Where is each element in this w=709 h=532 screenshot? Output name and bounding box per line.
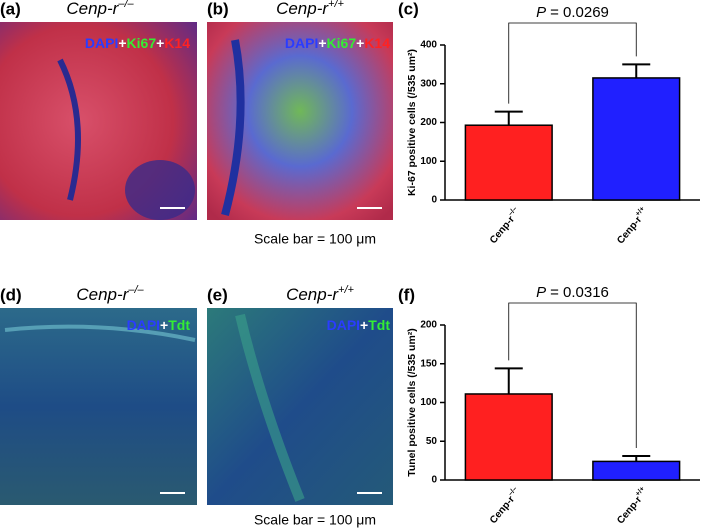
bar xyxy=(464,393,553,481)
bar xyxy=(464,124,553,201)
category-superscript: +/+ xyxy=(634,205,646,217)
y-axis-label: Tunel positive cells (/535 um²) xyxy=(406,328,418,477)
y-tick-label: 50 xyxy=(426,436,438,447)
bar xyxy=(592,460,681,481)
category-text: Cenp-r xyxy=(615,214,644,246)
title-text: Cenp-r xyxy=(76,285,129,304)
panel-label: (b) xyxy=(207,0,229,18)
stain-part: + xyxy=(160,317,168,333)
stain-part: + xyxy=(360,317,368,333)
micrograph-detail xyxy=(221,39,245,217)
micrograph xyxy=(0,308,197,505)
p-symbol: P xyxy=(536,284,546,301)
y-tick-label: 200 xyxy=(420,117,437,128)
panel-label: (c) xyxy=(398,0,419,18)
stain-label: DAPI+Tdt xyxy=(127,317,191,333)
category-text: Cenp-r xyxy=(488,494,517,526)
micrograph-detail xyxy=(235,313,305,502)
p-symbol: P xyxy=(536,4,546,21)
scale-caption: Scale bar = 100 μm xyxy=(254,512,376,528)
stain-part: Ki67 xyxy=(327,35,357,51)
stain-part: K14 xyxy=(364,35,390,51)
category-superscript: –/– xyxy=(507,205,519,217)
panel-title: Cenp-r–/– xyxy=(76,284,144,305)
x-tick-label: Cenp-r+/+ xyxy=(614,485,651,526)
stain-label: DAPI+Ki67+K14 xyxy=(285,35,390,51)
stain-part: DAPI xyxy=(127,317,160,333)
y-tick-label: 0 xyxy=(431,475,437,486)
panel-title: Cenp-r+/+ xyxy=(276,0,344,18)
significance-bracket xyxy=(508,302,637,448)
title-text: Cenp-r xyxy=(286,285,339,304)
stain-part: Tdt xyxy=(368,317,390,333)
stain-part: + xyxy=(356,35,364,51)
panel-label: (d) xyxy=(0,285,22,304)
micrograph-detail xyxy=(57,58,81,201)
category-text: Cenp-r xyxy=(615,494,644,526)
panel-title: Cenp-r–/– xyxy=(66,0,134,18)
scale-caption: Scale bar = 100 μm xyxy=(254,231,376,247)
p-value: P = 0.0316 xyxy=(536,284,609,301)
category-superscript: –/– xyxy=(507,485,519,497)
significance-bracket xyxy=(508,22,637,104)
bar xyxy=(592,77,681,201)
p-text: = 0.0316 xyxy=(550,284,609,301)
stain-part: + xyxy=(118,35,126,51)
title-superscript: –/– xyxy=(117,0,134,10)
panel-label: (e) xyxy=(207,285,228,304)
y-tick-label: 150 xyxy=(420,358,437,369)
stain-label: DAPI+Tdt xyxy=(327,317,391,333)
micrograph xyxy=(207,308,393,505)
p-text: = 0.0269 xyxy=(550,4,609,21)
micrograph-detail xyxy=(125,160,195,220)
category-text: Cenp-r xyxy=(488,214,517,246)
stain-part: Tdt xyxy=(168,317,190,333)
y-tick-label: 0 xyxy=(431,195,437,206)
stain-part: + xyxy=(156,35,164,51)
y-tick-label: 400 xyxy=(420,40,437,51)
micrograph-detail xyxy=(4,324,196,342)
stain-part: DAPI xyxy=(85,35,118,51)
y-tick-label: 300 xyxy=(420,78,437,89)
stain-part: K14 xyxy=(164,35,190,51)
stain-label: DAPI+Ki67+K14 xyxy=(85,35,190,51)
title-superscript: –/– xyxy=(127,284,144,296)
y-axis-label: Ki-67 positive cells (/535 um²) xyxy=(406,49,418,196)
title-superscript: +/+ xyxy=(328,0,344,10)
x-tick-label: Cenp-r–/– xyxy=(486,205,523,245)
panel-label: (a) xyxy=(0,0,21,18)
y-tick-label: 100 xyxy=(420,397,437,408)
category-superscript: +/+ xyxy=(634,485,646,497)
p-value: P = 0.0269 xyxy=(536,4,609,21)
stain-part: Ki67 xyxy=(127,35,157,51)
x-tick-label: Cenp-r–/– xyxy=(486,485,523,525)
title-superscript: +/+ xyxy=(338,284,354,296)
y-tick-label: 100 xyxy=(420,156,437,167)
y-tick-label: 200 xyxy=(420,320,437,331)
title-text: Cenp-r xyxy=(66,0,119,18)
x-tick-label: Cenp-r+/+ xyxy=(614,205,651,246)
panel-title: Cenp-r+/+ xyxy=(286,284,354,305)
stain-part: DAPI xyxy=(285,35,318,51)
stain-part: + xyxy=(318,35,326,51)
stain-part: DAPI xyxy=(327,317,360,333)
title-text: Cenp-r xyxy=(276,0,329,18)
panel-label: (f) xyxy=(398,285,415,304)
